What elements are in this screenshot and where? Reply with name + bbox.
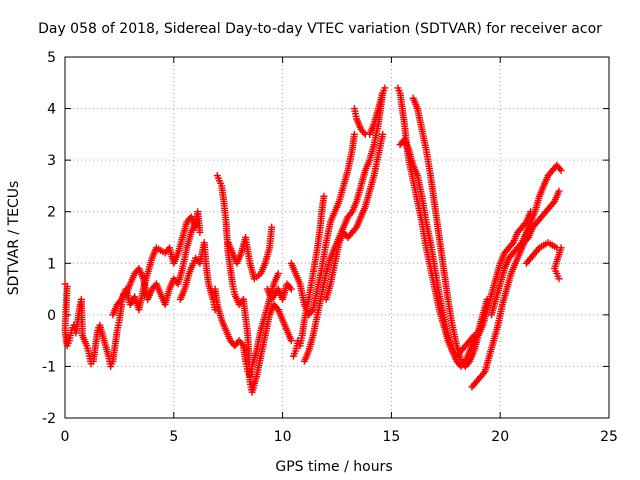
series-track-16 bbox=[468, 187, 563, 391]
y-tick-label: -2 bbox=[42, 411, 56, 427]
data-point bbox=[196, 228, 204, 236]
y-tick-label: 0 bbox=[47, 308, 56, 324]
data-point bbox=[287, 285, 295, 293]
data-point bbox=[555, 275, 563, 283]
data-point bbox=[287, 337, 295, 345]
x-tick-label: 15 bbox=[382, 429, 400, 445]
y-tick-label: 4 bbox=[47, 102, 56, 118]
series-track-17 bbox=[487, 161, 565, 319]
data-marks bbox=[61, 84, 565, 396]
data-point bbox=[381, 84, 389, 92]
series-track-1 bbox=[61, 280, 128, 370]
x-tick-label: 20 bbox=[491, 429, 509, 445]
data-point bbox=[557, 166, 565, 174]
y-axis-label: SDTVAR / TECUs bbox=[6, 181, 22, 296]
y-tick-label: 5 bbox=[47, 50, 56, 66]
series-track-7 bbox=[224, 223, 295, 303]
x-tick-label: 5 bbox=[169, 429, 178, 445]
series-track-12 bbox=[350, 89, 387, 138]
y-tick-label: 1 bbox=[47, 256, 56, 272]
series-track-9 bbox=[287, 130, 358, 319]
plot-frame bbox=[64, 56, 610, 419]
y-tick-label: 3 bbox=[47, 153, 56, 169]
series-track-15 bbox=[409, 94, 535, 370]
data-point bbox=[350, 130, 358, 138]
series-track-18 bbox=[522, 239, 565, 283]
data-point bbox=[268, 223, 276, 231]
series-track-11 bbox=[322, 130, 387, 303]
x-tick-label: 0 bbox=[61, 429, 70, 445]
x-tick-label: 10 bbox=[274, 429, 292, 445]
data-point bbox=[192, 218, 200, 226]
x-axis-label: GPS time / hours bbox=[275, 459, 392, 475]
data-point bbox=[379, 130, 387, 138]
x-tick-label: 25 bbox=[600, 429, 618, 445]
data-point bbox=[320, 192, 328, 200]
data-point bbox=[555, 187, 563, 195]
y-tick-label: -1 bbox=[42, 359, 56, 375]
data-point bbox=[379, 89, 387, 97]
axis-ticks: 0 5 10 15 20 25 -2 -1 0 1 2 3 4 5 bbox=[42, 50, 618, 445]
y-tick-label: 2 bbox=[47, 205, 56, 221]
data-point bbox=[274, 270, 282, 278]
series-track-6 bbox=[213, 172, 295, 396]
chart-title: Day 058 of 2018, Sidereal Day-to-day VTE… bbox=[38, 21, 602, 37]
series-track-3 bbox=[122, 218, 200, 309]
